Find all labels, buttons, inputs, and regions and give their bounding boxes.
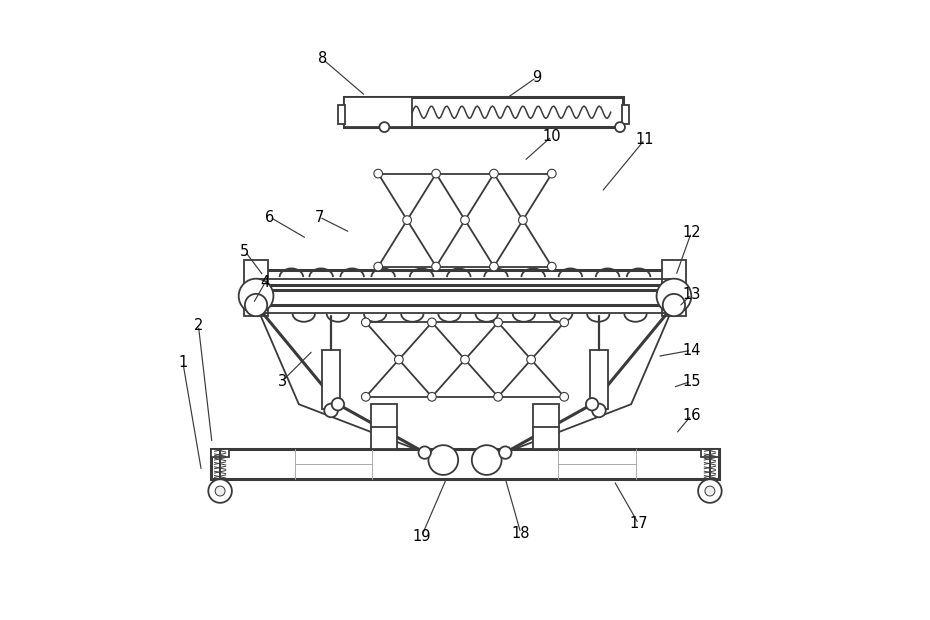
Bar xyxy=(591,350,607,409)
Circle shape xyxy=(489,262,498,271)
Circle shape xyxy=(519,216,527,224)
Circle shape xyxy=(548,169,556,178)
Circle shape xyxy=(325,404,338,417)
Circle shape xyxy=(332,398,344,410)
Circle shape xyxy=(362,318,370,327)
Circle shape xyxy=(586,398,598,410)
Text: 16: 16 xyxy=(682,408,700,423)
Circle shape xyxy=(494,318,502,327)
Text: 14: 14 xyxy=(682,343,700,358)
Bar xyxy=(622,105,630,124)
Circle shape xyxy=(245,294,267,316)
Text: 3: 3 xyxy=(277,374,286,389)
Text: 10: 10 xyxy=(542,129,561,144)
Circle shape xyxy=(657,279,691,314)
Text: 7: 7 xyxy=(314,210,324,224)
Text: 12: 12 xyxy=(682,225,700,240)
Circle shape xyxy=(418,446,431,459)
Text: 1: 1 xyxy=(179,355,188,370)
Circle shape xyxy=(374,262,382,271)
Text: 4: 4 xyxy=(260,275,270,290)
Text: 6: 6 xyxy=(265,210,274,224)
Circle shape xyxy=(548,262,556,271)
Text: 19: 19 xyxy=(412,529,431,544)
Text: 8: 8 xyxy=(318,51,327,66)
Text: 17: 17 xyxy=(630,516,648,531)
Circle shape xyxy=(472,445,501,475)
Circle shape xyxy=(215,486,225,496)
Circle shape xyxy=(494,392,502,401)
Circle shape xyxy=(560,318,568,327)
Circle shape xyxy=(428,318,436,327)
Circle shape xyxy=(460,355,470,364)
Circle shape xyxy=(698,479,722,503)
Circle shape xyxy=(403,216,411,224)
Circle shape xyxy=(460,216,470,224)
Bar xyxy=(323,350,339,409)
Text: 9: 9 xyxy=(532,70,541,85)
Circle shape xyxy=(615,122,625,132)
Bar xyxy=(211,449,230,457)
Text: 11: 11 xyxy=(635,132,654,147)
Circle shape xyxy=(663,294,685,316)
Bar xyxy=(211,449,719,479)
Circle shape xyxy=(499,446,512,459)
Bar xyxy=(251,290,679,305)
Circle shape xyxy=(374,169,382,178)
Circle shape xyxy=(705,486,715,496)
Bar xyxy=(338,105,345,124)
Circle shape xyxy=(428,392,436,401)
Circle shape xyxy=(362,392,370,401)
Bar xyxy=(371,404,397,449)
Circle shape xyxy=(239,279,273,314)
Circle shape xyxy=(432,169,441,178)
Bar xyxy=(533,404,559,449)
Bar xyxy=(344,97,623,127)
Bar xyxy=(251,270,679,285)
Text: 5: 5 xyxy=(240,244,249,259)
Circle shape xyxy=(394,355,404,364)
Circle shape xyxy=(379,122,390,132)
Circle shape xyxy=(432,262,441,271)
Text: 2: 2 xyxy=(193,318,203,333)
Circle shape xyxy=(560,392,568,401)
Circle shape xyxy=(489,169,498,178)
Bar xyxy=(661,260,686,316)
Circle shape xyxy=(526,355,536,364)
Bar xyxy=(244,260,269,316)
Bar xyxy=(344,97,412,127)
Text: 15: 15 xyxy=(682,374,700,389)
Circle shape xyxy=(592,404,605,417)
Circle shape xyxy=(429,445,458,475)
Bar xyxy=(700,449,719,457)
Text: 18: 18 xyxy=(512,526,530,541)
Text: 13: 13 xyxy=(682,287,700,302)
Circle shape xyxy=(208,479,232,503)
